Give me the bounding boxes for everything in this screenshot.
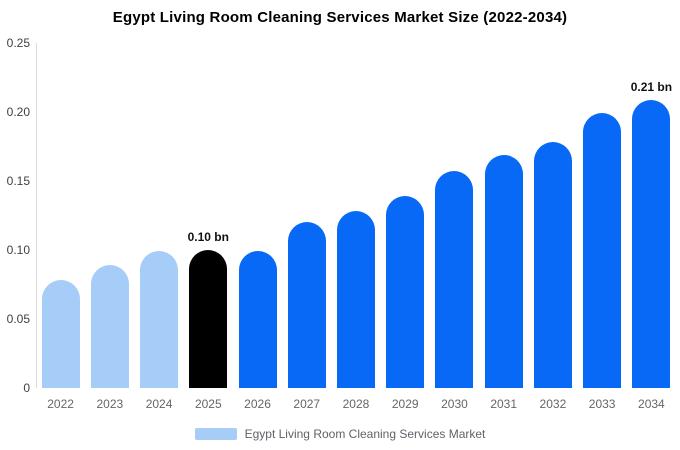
bar-2023[interactable] (90, 265, 129, 388)
bar-2027[interactable] (287, 222, 326, 388)
legend-item[interactable]: Egypt Living Room Cleaning Services Mark… (0, 424, 680, 444)
y-tick-label: 0.25 (6, 36, 30, 50)
x-tick-label-2034: 2034 (638, 397, 665, 411)
x-tick-label-2022: 2022 (47, 397, 74, 411)
value-label-2025: 0.10 bn (187, 230, 229, 244)
y-tick-label: 0.20 (6, 105, 30, 119)
bar-2025[interactable] (189, 250, 228, 388)
x-tick-label-2032: 2032 (539, 397, 567, 411)
bar-2033[interactable] (583, 113, 622, 388)
x-tick-label-2029: 2029 (391, 397, 419, 411)
x-tick-label-2027: 2027 (293, 397, 321, 411)
y-tick-label: 0.05 (6, 312, 30, 326)
bar-2029[interactable] (386, 196, 425, 388)
bar-2032[interactable] (533, 142, 572, 388)
bar-2022[interactable] (41, 280, 80, 388)
y-tick-label: 0.10 (6, 243, 30, 257)
x-tick-label-2023: 2023 (96, 397, 124, 411)
x-tick-label-2030: 2030 (441, 397, 468, 411)
bar-2024[interactable] (140, 251, 179, 388)
x-tick-label-2025: 2025 (194, 397, 222, 411)
x-tick-label-2024: 2024 (145, 397, 173, 411)
value-label-2034: 0.21 bn (630, 79, 673, 94)
x-tick-label-2031: 2031 (490, 397, 518, 411)
y-axis-line (36, 43, 37, 388)
y-tick-label: 0.15 (6, 174, 30, 188)
legend-swatch (194, 428, 237, 440)
bar-2034[interactable] (632, 99, 671, 388)
chart-title: Egypt Living Room Cleaning Services Mark… (112, 9, 568, 26)
legend-label: Egypt Living Room Cleaning Services Mark… (244, 427, 486, 441)
y-tick-label: 0 (23, 381, 30, 395)
x-tick-label-2033: 2033 (588, 397, 616, 411)
bar-2031[interactable] (484, 154, 523, 388)
bar-2030[interactable] (435, 171, 474, 388)
bar-2026[interactable] (238, 251, 277, 388)
x-tick-label-2028: 2028 (342, 397, 370, 411)
bar-2028[interactable] (337, 211, 375, 388)
x-tick-label-2026: 2026 (244, 397, 271, 411)
